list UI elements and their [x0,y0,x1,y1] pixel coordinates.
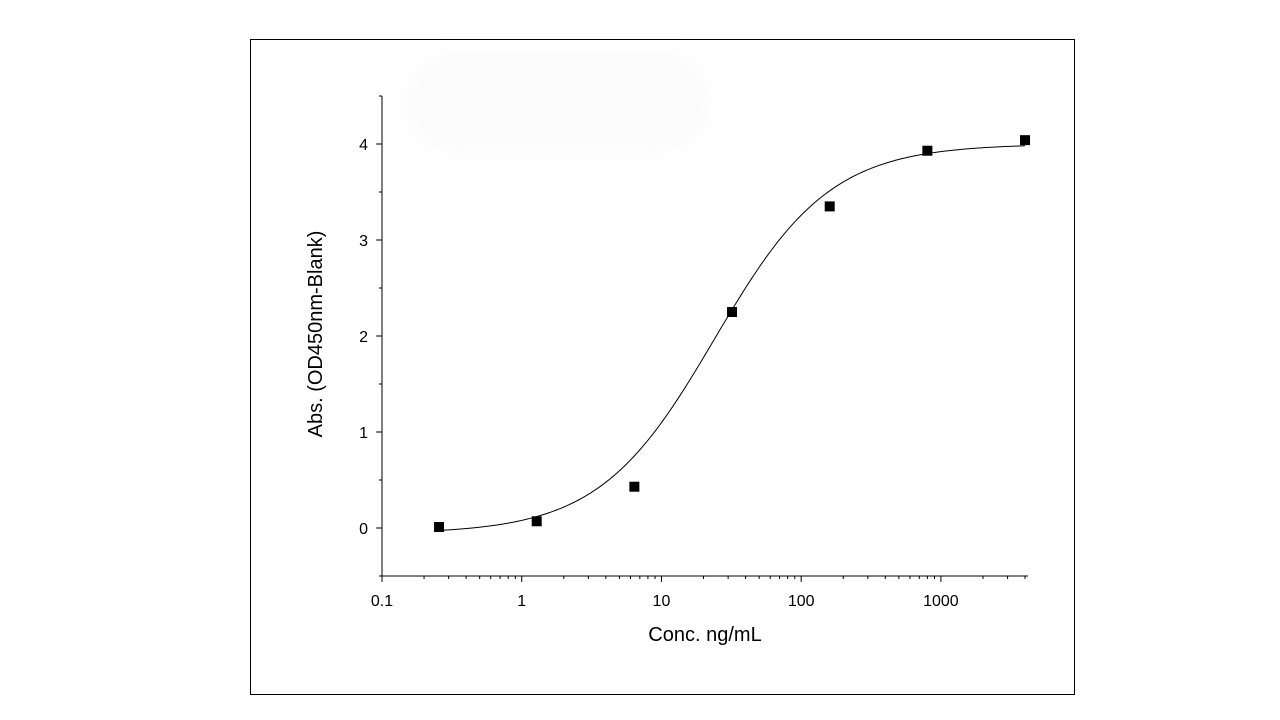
x-tick-label: 0.1 [371,593,393,610]
y-tick-label: 2 [359,329,368,346]
x-tick-label: 10 [653,593,671,610]
y-tick-label: 0 [359,521,368,538]
data-point [531,516,542,527]
data-point [922,145,933,156]
x-tick-label: 1000 [923,593,959,610]
data-point [629,481,640,492]
data-point [1020,135,1031,146]
y-tick-label: 3 [359,233,368,250]
y-tick-label: 4 [359,137,368,154]
data-points [434,135,1031,533]
y-axis-ticks: 0 1 2 3 4 [359,95,382,577]
y-tick-label: 1 [359,425,368,442]
axes [381,96,1028,577]
data-point [727,307,738,317]
data-point [824,201,835,212]
fit-curve [439,145,1026,531]
x-tick-label: 100 [788,593,815,610]
y-axis-title: Abs. (OD450nm-Blank) [305,231,327,438]
x-axis-title: Conc. ng/mL [648,624,761,646]
x-axis-ticks: 0.1 1 10 100 1000 [371,576,1026,610]
data-point [434,522,445,533]
x-tick-label: 1 [517,593,526,610]
background-smudge [405,52,710,152]
